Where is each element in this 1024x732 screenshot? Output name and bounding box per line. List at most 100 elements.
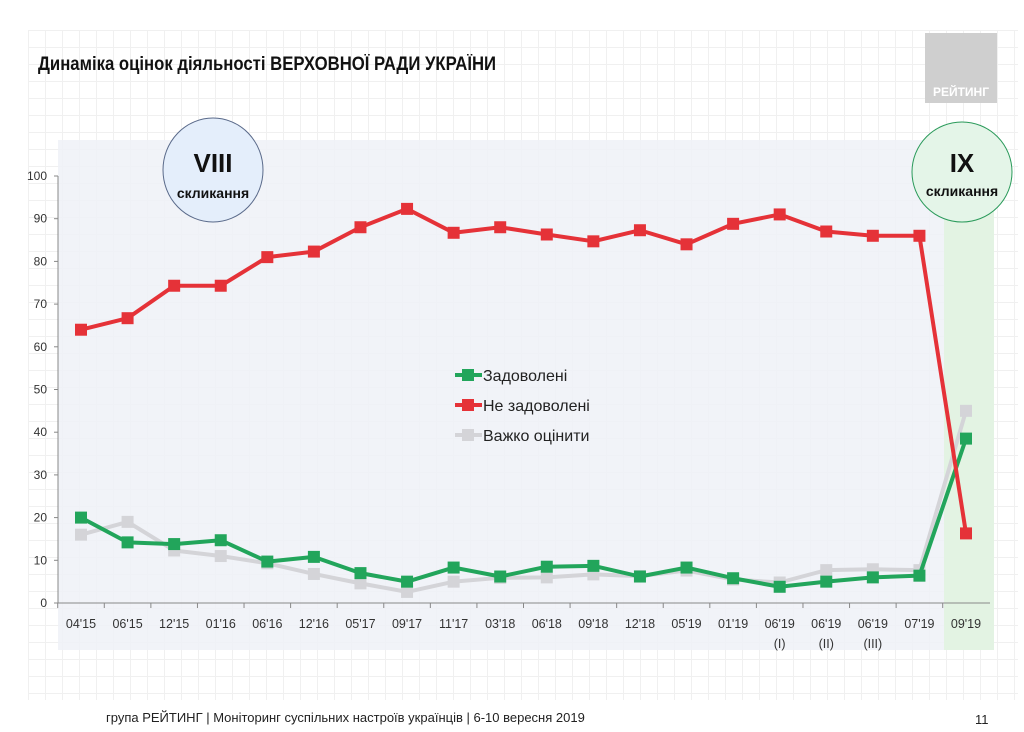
x-tick-label: 12'16 bbox=[299, 617, 329, 631]
x-tick-label: 11'17 bbox=[439, 617, 468, 631]
x-tick-label: 05'17 bbox=[345, 617, 375, 631]
x-tick-label: 01'19 bbox=[718, 617, 748, 631]
x-tick-label: 09'19 bbox=[951, 617, 981, 631]
legend-marker bbox=[462, 399, 474, 411]
y-tick-label: 60 bbox=[34, 340, 48, 354]
plot-panel-ix bbox=[944, 140, 994, 650]
x-tick-label: 06'19 bbox=[811, 617, 841, 631]
data-point bbox=[820, 225, 833, 238]
data-point bbox=[494, 221, 507, 234]
data-point bbox=[214, 550, 227, 563]
data-point bbox=[913, 229, 926, 242]
data-point bbox=[307, 550, 320, 563]
data-point bbox=[540, 571, 553, 584]
data-point bbox=[773, 580, 786, 593]
y-tick-label: 30 bbox=[34, 468, 48, 482]
x-tick-label: 09'18 bbox=[578, 617, 608, 631]
data-point bbox=[633, 224, 646, 237]
y-tick-label: 0 bbox=[40, 596, 47, 610]
data-point bbox=[354, 567, 367, 580]
x-tick-label: 03'18 bbox=[485, 617, 515, 631]
data-point bbox=[820, 564, 833, 577]
convocation-ix-label: скликання bbox=[926, 183, 998, 199]
x-tick-label: (III) bbox=[863, 637, 882, 651]
data-point bbox=[307, 245, 320, 258]
series-line-1 bbox=[80, 206, 968, 534]
data-point bbox=[680, 238, 693, 251]
x-tick-label: 12'18 bbox=[625, 617, 655, 631]
data-point bbox=[354, 577, 367, 590]
legend-label: Не задоволені bbox=[483, 398, 590, 415]
x-tick-label: 12'15 bbox=[159, 617, 189, 631]
data-point bbox=[121, 312, 134, 325]
data-point bbox=[447, 226, 460, 239]
data-point bbox=[447, 561, 460, 574]
x-tick-label: 06'16 bbox=[252, 617, 282, 631]
convocation-viii-label: скликання bbox=[177, 185, 249, 201]
logo: РЕЙТИНГ bbox=[925, 33, 997, 103]
x-tick-label: 06'18 bbox=[532, 617, 562, 631]
data-point bbox=[866, 229, 879, 242]
footer-text: група РЕЙТИНГ | Моніторинг суспільних на… bbox=[106, 710, 585, 725]
y-tick-label: 20 bbox=[34, 511, 48, 525]
data-point bbox=[587, 235, 600, 248]
data-point bbox=[540, 228, 553, 241]
data-point bbox=[494, 570, 507, 583]
x-tick-label: 06'19 bbox=[858, 617, 888, 631]
data-point bbox=[727, 572, 740, 585]
data-point bbox=[401, 575, 414, 588]
data-point bbox=[307, 567, 320, 580]
x-tick-label: (I) bbox=[774, 637, 786, 651]
x-tick-label: 07'19 bbox=[904, 617, 934, 631]
data-point bbox=[75, 511, 87, 524]
data-point bbox=[401, 585, 414, 598]
data-point bbox=[121, 515, 134, 528]
data-point bbox=[727, 217, 740, 230]
convocation-ix-roman: IX bbox=[950, 148, 975, 178]
page-number: 11 bbox=[975, 712, 989, 727]
x-tick-label: (II) bbox=[819, 637, 834, 651]
page-title: Динаміка оцінок діяльності ВЕРХОВНОЇ РАД… bbox=[38, 54, 497, 75]
convocation-viii-circle bbox=[162, 117, 264, 223]
convocation-ix-circle bbox=[911, 121, 1013, 223]
data-point bbox=[168, 279, 181, 292]
data-point bbox=[75, 323, 87, 336]
y-tick-label: 10 bbox=[34, 553, 48, 567]
legend-marker bbox=[462, 369, 474, 381]
x-tick-label: 04'15 bbox=[66, 617, 96, 631]
data-point bbox=[401, 202, 414, 215]
data-point bbox=[168, 538, 181, 551]
y-tick-label: 90 bbox=[34, 212, 48, 226]
legend-label: Задоволені bbox=[483, 368, 567, 385]
legend-label: Важко оцінити bbox=[483, 428, 589, 445]
data-point bbox=[75, 528, 87, 541]
data-point bbox=[960, 527, 972, 540]
convocation-viii-roman: VIII bbox=[193, 148, 232, 178]
data-point bbox=[214, 279, 227, 292]
data-point bbox=[960, 432, 972, 445]
x-tick-label: 01'16 bbox=[206, 617, 236, 631]
data-point bbox=[633, 570, 646, 583]
y-tick-label: 50 bbox=[34, 383, 48, 397]
x-tick-label: 09'17 bbox=[392, 617, 422, 631]
data-point bbox=[680, 561, 693, 574]
legend-marker bbox=[462, 429, 474, 441]
data-point bbox=[913, 569, 926, 582]
y-tick-label: 40 bbox=[34, 425, 48, 439]
data-point bbox=[121, 536, 134, 549]
data-point bbox=[447, 575, 460, 588]
y-tick-label: 70 bbox=[34, 297, 48, 311]
data-point bbox=[960, 404, 972, 417]
series-line-0 bbox=[80, 437, 968, 589]
data-point bbox=[866, 571, 879, 584]
y-tick-label: 80 bbox=[34, 254, 48, 268]
data-point bbox=[261, 555, 274, 568]
y-tick-label: 100 bbox=[27, 169, 47, 183]
data-point bbox=[540, 560, 553, 573]
series-line-2 bbox=[80, 410, 968, 594]
data-point bbox=[354, 221, 367, 234]
data-point bbox=[261, 251, 274, 264]
data-point bbox=[773, 208, 786, 221]
data-point bbox=[587, 559, 600, 572]
